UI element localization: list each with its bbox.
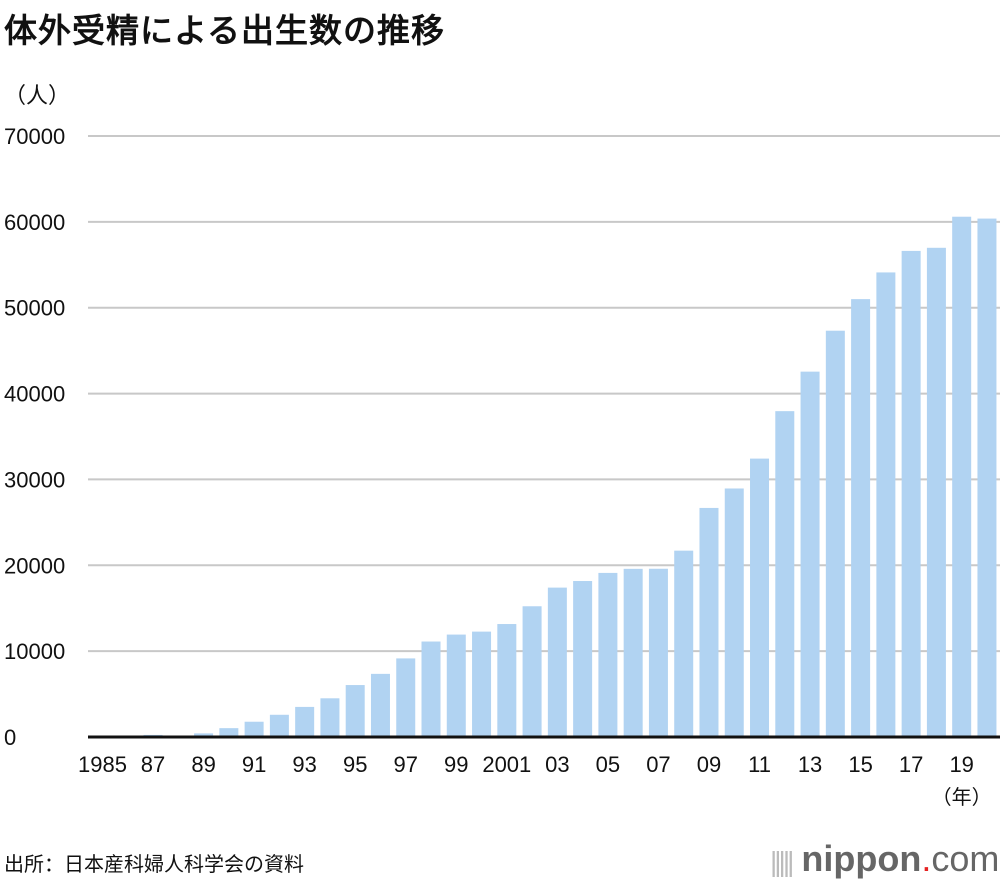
bar bbox=[750, 458, 770, 737]
bar bbox=[547, 587, 567, 737]
bar bbox=[320, 698, 340, 737]
x-tick-label: 91 bbox=[242, 752, 266, 777]
bar bbox=[800, 371, 820, 737]
x-tick-label: 07 bbox=[646, 752, 670, 777]
y-tick-label: 60000 bbox=[4, 210, 65, 235]
x-tick-label: 13 bbox=[798, 752, 822, 777]
nippon-logo: ||||| nippon.com bbox=[770, 838, 999, 880]
bar bbox=[926, 247, 946, 737]
y-tick-label: 50000 bbox=[4, 296, 65, 321]
logo-dot: . bbox=[921, 838, 932, 879]
bar bbox=[396, 658, 416, 737]
bar bbox=[724, 488, 744, 737]
x-tick-label: 1985 bbox=[78, 752, 127, 777]
x-tick-label: 09 bbox=[697, 752, 721, 777]
x-tick-label: 97 bbox=[393, 752, 417, 777]
y-tick-label: 70000 bbox=[4, 124, 65, 149]
bar bbox=[598, 572, 618, 737]
y-tick-label: 30000 bbox=[4, 467, 65, 492]
y-tick-label: 0 bbox=[4, 725, 16, 750]
source-note: 出所：日本産科婦人科学会の資料 bbox=[4, 852, 304, 876]
x-tick-label: 15 bbox=[848, 752, 872, 777]
x-tick-label: 89 bbox=[191, 752, 215, 777]
bar bbox=[219, 728, 239, 737]
x-tick-label: 03 bbox=[545, 752, 569, 777]
x-tick-label: 87 bbox=[141, 752, 165, 777]
bar bbox=[699, 507, 719, 737]
x-axis-unit: （年） bbox=[932, 785, 992, 809]
bar bbox=[370, 673, 390, 737]
x-tick-label: 17 bbox=[899, 752, 923, 777]
y-axis-unit: （人） bbox=[4, 84, 71, 109]
bar bbox=[472, 631, 492, 737]
bar bbox=[952, 216, 972, 737]
x-tick-label: 05 bbox=[596, 752, 620, 777]
x-tick-label: 93 bbox=[292, 752, 316, 777]
bar bbox=[977, 218, 997, 737]
bar bbox=[345, 685, 365, 737]
bar bbox=[775, 411, 795, 737]
y-tick-label: 20000 bbox=[4, 553, 65, 578]
bar bbox=[497, 624, 517, 737]
logo-name: nippon bbox=[801, 838, 922, 879]
x-tick-label: 2001 bbox=[482, 752, 531, 777]
bar bbox=[269, 714, 289, 737]
bar bbox=[623, 568, 643, 737]
x-tick-label: 11 bbox=[748, 752, 771, 777]
x-tick-label: 99 bbox=[444, 752, 468, 777]
bar bbox=[825, 330, 845, 737]
bar bbox=[876, 272, 896, 737]
bar bbox=[446, 634, 466, 737]
x-tick-label: 19 bbox=[949, 752, 973, 777]
bar bbox=[901, 250, 921, 737]
bar bbox=[573, 581, 593, 737]
bar bbox=[421, 641, 441, 737]
bar bbox=[194, 733, 214, 737]
bar bbox=[522, 606, 542, 737]
logo-tld: com bbox=[931, 838, 1000, 879]
bar bbox=[674, 550, 694, 737]
logo-bars-icon: ||||| bbox=[770, 846, 794, 877]
x-tick-label: 95 bbox=[343, 752, 367, 777]
y-tick-label: 10000 bbox=[4, 639, 65, 664]
bar bbox=[295, 706, 315, 737]
bar bbox=[244, 721, 264, 737]
bar bbox=[851, 299, 871, 737]
bar bbox=[648, 568, 668, 737]
chart-title: 体外受精による出生数の推移 bbox=[4, 11, 446, 50]
y-tick-label: 40000 bbox=[4, 382, 65, 407]
